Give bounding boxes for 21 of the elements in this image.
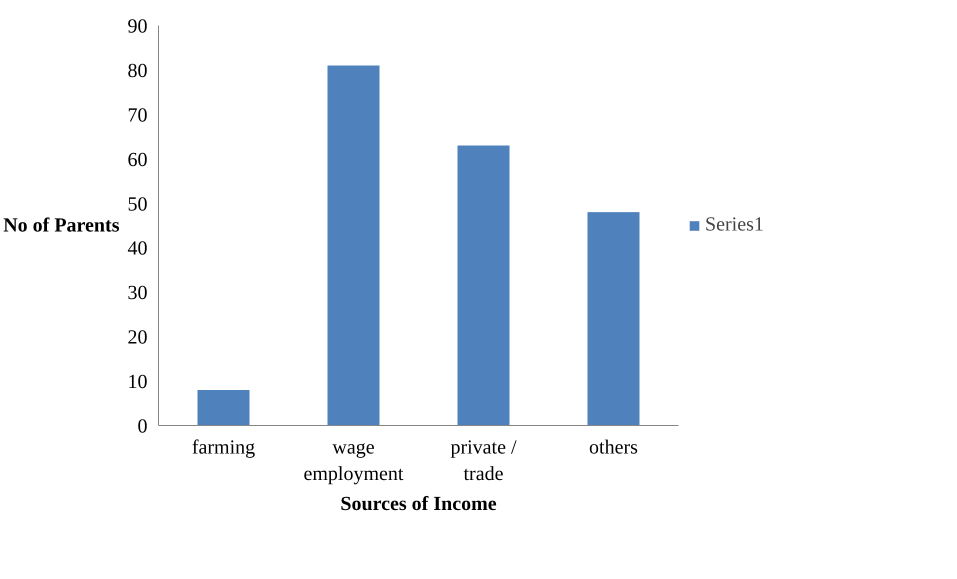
y-tick-label: 10 xyxy=(128,371,148,394)
bar xyxy=(328,66,380,426)
y-tick-label: 90 xyxy=(128,16,148,38)
y-tick-label: 30 xyxy=(128,282,148,304)
legend-label: Series1 xyxy=(705,214,764,236)
y-tick-label: 0 xyxy=(138,416,148,438)
x-tick-label: farming xyxy=(192,436,256,458)
y-tick-label: 70 xyxy=(128,104,148,126)
x-tick-label: wage employment xyxy=(304,436,404,485)
x-tick-label: private / trade xyxy=(450,436,517,485)
y-tick-label: 80 xyxy=(128,60,148,82)
bar xyxy=(458,146,510,426)
y-tick-label: 60 xyxy=(128,148,148,171)
y-tick-label: 50 xyxy=(128,193,148,216)
x-axis-title: Sources of Income xyxy=(340,492,497,515)
y-tick-label: 40 xyxy=(128,238,148,260)
y-tick-label: 20 xyxy=(128,326,148,349)
bar xyxy=(588,212,640,426)
x-tick-label: others xyxy=(589,436,638,458)
y-axis-title: No of Parents xyxy=(3,214,120,236)
bar xyxy=(198,390,250,426)
